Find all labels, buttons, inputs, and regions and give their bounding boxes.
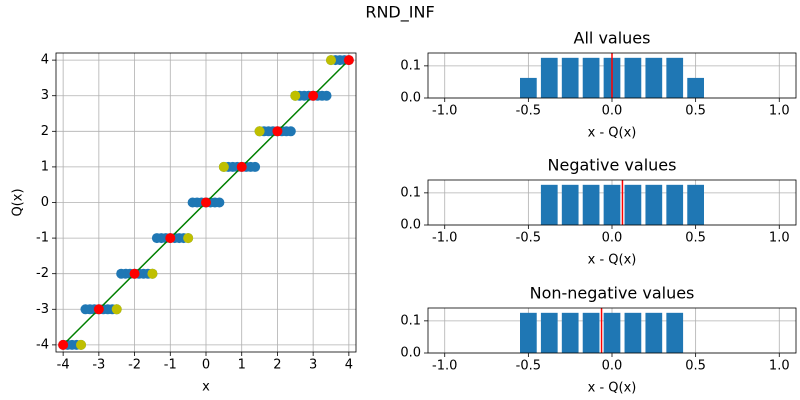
bar bbox=[603, 312, 621, 353]
x-tick-label: -3 bbox=[92, 358, 105, 373]
point bbox=[285, 126, 296, 137]
bar bbox=[624, 184, 642, 225]
y-tick-label: 0.1 bbox=[400, 185, 421, 200]
x-tick-label: -0.5 bbox=[516, 231, 541, 246]
bar bbox=[540, 184, 558, 225]
point bbox=[93, 304, 104, 315]
y-tick-label: 0.1 bbox=[400, 58, 421, 73]
axes-title: Non-negative values bbox=[530, 284, 695, 303]
bar bbox=[582, 184, 600, 225]
bar bbox=[645, 312, 663, 353]
y-tick-label: -3 bbox=[36, 302, 49, 317]
x-tick-label: 1 bbox=[238, 358, 246, 373]
bar bbox=[687, 77, 704, 98]
point bbox=[183, 233, 194, 244]
bar bbox=[540, 312, 558, 353]
bar bbox=[645, 184, 663, 225]
bar bbox=[561, 184, 579, 225]
x-axis-label: x - Q(x) bbox=[588, 253, 637, 268]
point bbox=[250, 161, 261, 172]
bar bbox=[520, 77, 537, 98]
x-tick-label: -1.0 bbox=[432, 104, 457, 119]
bar bbox=[520, 312, 537, 353]
point bbox=[236, 161, 247, 172]
point bbox=[290, 90, 301, 101]
x-tick-label: 1.0 bbox=[769, 104, 790, 119]
bar bbox=[687, 184, 704, 225]
point bbox=[343, 55, 354, 66]
bar bbox=[582, 57, 600, 98]
point bbox=[326, 55, 336, 66]
x-tick-label: 3 bbox=[309, 358, 317, 373]
point bbox=[147, 268, 158, 279]
bar bbox=[666, 312, 684, 353]
x-tick-label: -4 bbox=[57, 358, 70, 373]
point bbox=[58, 339, 69, 350]
bar bbox=[666, 184, 684, 225]
y-tick-label: 3 bbox=[41, 88, 49, 103]
x-tick-label: 4 bbox=[345, 358, 353, 373]
y-tick-label: 2 bbox=[41, 124, 49, 139]
x-tick-label: 1.0 bbox=[769, 231, 790, 246]
y-tick-label: 4 bbox=[41, 53, 49, 68]
x-tick-label: 0.5 bbox=[685, 231, 706, 246]
x-tick-label: -1.0 bbox=[432, 231, 457, 246]
bar bbox=[540, 57, 558, 98]
point bbox=[272, 126, 283, 137]
x-tick-label: -1.0 bbox=[432, 359, 457, 374]
point bbox=[165, 233, 176, 244]
x-axis-label: x - Q(x) bbox=[588, 126, 637, 141]
y-tick-label: 0.1 bbox=[400, 313, 421, 328]
x-tick-label: 0.0 bbox=[602, 104, 623, 119]
x-axis-label: x bbox=[202, 380, 210, 395]
axes-title: Negative values bbox=[548, 156, 677, 175]
y-tick-label: 1 bbox=[41, 159, 49, 174]
y-tick-label: 0 bbox=[41, 195, 49, 210]
bar bbox=[624, 312, 642, 353]
point bbox=[308, 90, 319, 101]
bar bbox=[582, 312, 600, 353]
point bbox=[76, 339, 86, 350]
bar bbox=[666, 57, 684, 98]
x-tick-label: -1 bbox=[164, 358, 177, 373]
x-tick-label: 0 bbox=[202, 358, 210, 373]
point bbox=[201, 197, 211, 208]
figure-title: RND_INF bbox=[365, 3, 434, 23]
axes-frame bbox=[427, 52, 797, 99]
y-tick-label: 0.0 bbox=[400, 346, 421, 361]
x-tick-label: 0.5 bbox=[685, 104, 706, 119]
point bbox=[129, 268, 140, 279]
point bbox=[111, 304, 122, 315]
y-tick-label: 0.0 bbox=[400, 218, 421, 233]
axes-frame bbox=[55, 52, 357, 353]
y-tick-label: -1 bbox=[36, 231, 49, 246]
y-tick-label: 0.0 bbox=[400, 91, 421, 106]
point bbox=[214, 197, 225, 208]
bar bbox=[561, 57, 579, 98]
x-tick-label: 0.0 bbox=[602, 231, 623, 246]
bar bbox=[603, 184, 621, 225]
bar bbox=[561, 312, 579, 353]
axes-frame bbox=[427, 179, 797, 226]
y-tick-label: -2 bbox=[36, 266, 49, 281]
point bbox=[321, 90, 332, 101]
bar bbox=[645, 57, 663, 98]
x-tick-label: 2 bbox=[273, 358, 281, 373]
axes-frame bbox=[427, 307, 797, 354]
x-axis-label: x - Q(x) bbox=[588, 381, 637, 396]
axes-title: All values bbox=[574, 29, 651, 48]
x-tick-label: 0.0 bbox=[602, 359, 623, 374]
x-tick-label: -0.5 bbox=[516, 104, 541, 119]
x-tick-label: -2 bbox=[128, 358, 141, 373]
x-tick-label: 1.0 bbox=[769, 359, 790, 374]
x-tick-label: -0.5 bbox=[516, 359, 541, 374]
bar bbox=[624, 57, 642, 98]
y-tick-label: -4 bbox=[36, 337, 49, 352]
point bbox=[254, 126, 265, 137]
point bbox=[218, 161, 229, 172]
x-tick-label: 0.5 bbox=[685, 359, 706, 374]
y-axis-label: Q(x) bbox=[11, 188, 26, 216]
